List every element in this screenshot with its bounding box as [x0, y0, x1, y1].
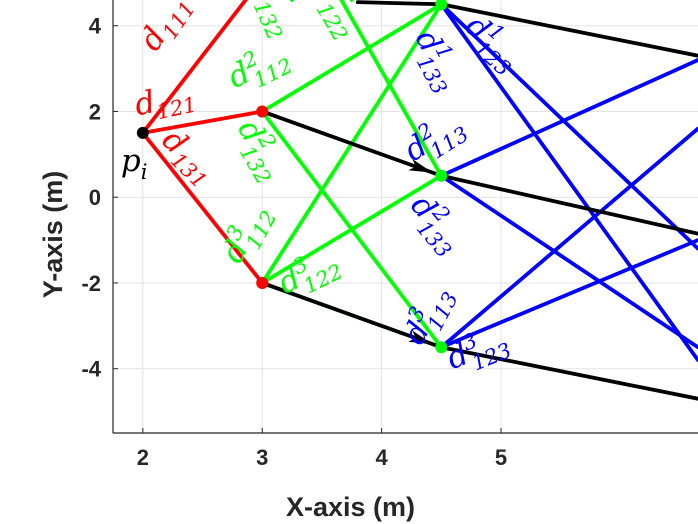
arrow-head — [408, 330, 433, 345]
path-node — [435, 341, 448, 354]
path-segment — [260, 2, 444, 114]
path-segment — [260, 281, 444, 350]
path-segment — [439, 173, 698, 236]
y-tick-label: 2 — [89, 99, 101, 124]
edge-label: d132 — [241, 0, 303, 43]
path-segment — [260, 109, 444, 178]
path-node — [435, 169, 448, 182]
path-segment — [339, 0, 444, 178]
x-tick-label: 2 — [137, 445, 149, 470]
y-tick-label: -2 — [81, 271, 101, 296]
y-tick-label: -4 — [81, 357, 101, 382]
x-tick-label: 3 — [256, 445, 268, 470]
path-node — [256, 105, 269, 118]
path-node — [435, 0, 448, 11]
path-segment — [140, 131, 265, 285]
path-segment — [140, 0, 249, 135]
path-segment — [260, 173, 444, 285]
path-segment — [439, 2, 698, 58]
edge-label: d3112 — [212, 196, 281, 272]
path-segment — [439, 2, 698, 363]
start-point-label: pi — [121, 143, 148, 184]
path-segment — [140, 109, 265, 135]
path-segment — [439, 58, 698, 178]
path-segment — [439, 345, 698, 401]
edge-label: d1123 — [454, 6, 530, 81]
edge-label: d121 — [132, 76, 199, 129]
plot-area: d111d121d131d132d122d2112d2132d3112d3122… — [132, 0, 698, 401]
path-segment — [439, 126, 698, 350]
path-segment — [439, 173, 698, 350]
path-segment — [355, 0, 444, 7]
edge-label: d2132 — [224, 112, 295, 188]
path-node — [256, 276, 269, 289]
path-segment — [439, 2, 698, 251]
x-tick-label: 4 — [375, 445, 388, 470]
edge-label: d2112 — [221, 34, 296, 102]
y-tick-label: 4 — [89, 14, 102, 39]
start-point-marker — [136, 126, 149, 139]
x-tick-label: 5 — [495, 445, 507, 470]
arrow-head — [408, 158, 433, 173]
y-axis-title: Y-axis (m) — [38, 171, 68, 299]
edge-label: d3123 — [441, 318, 515, 384]
x-axis-title: X-axis (m) — [286, 492, 415, 522]
y-tick-label: 0 — [89, 185, 101, 210]
path-segment — [439, 238, 698, 350]
edge-label: d122 — [302, 0, 367, 45]
